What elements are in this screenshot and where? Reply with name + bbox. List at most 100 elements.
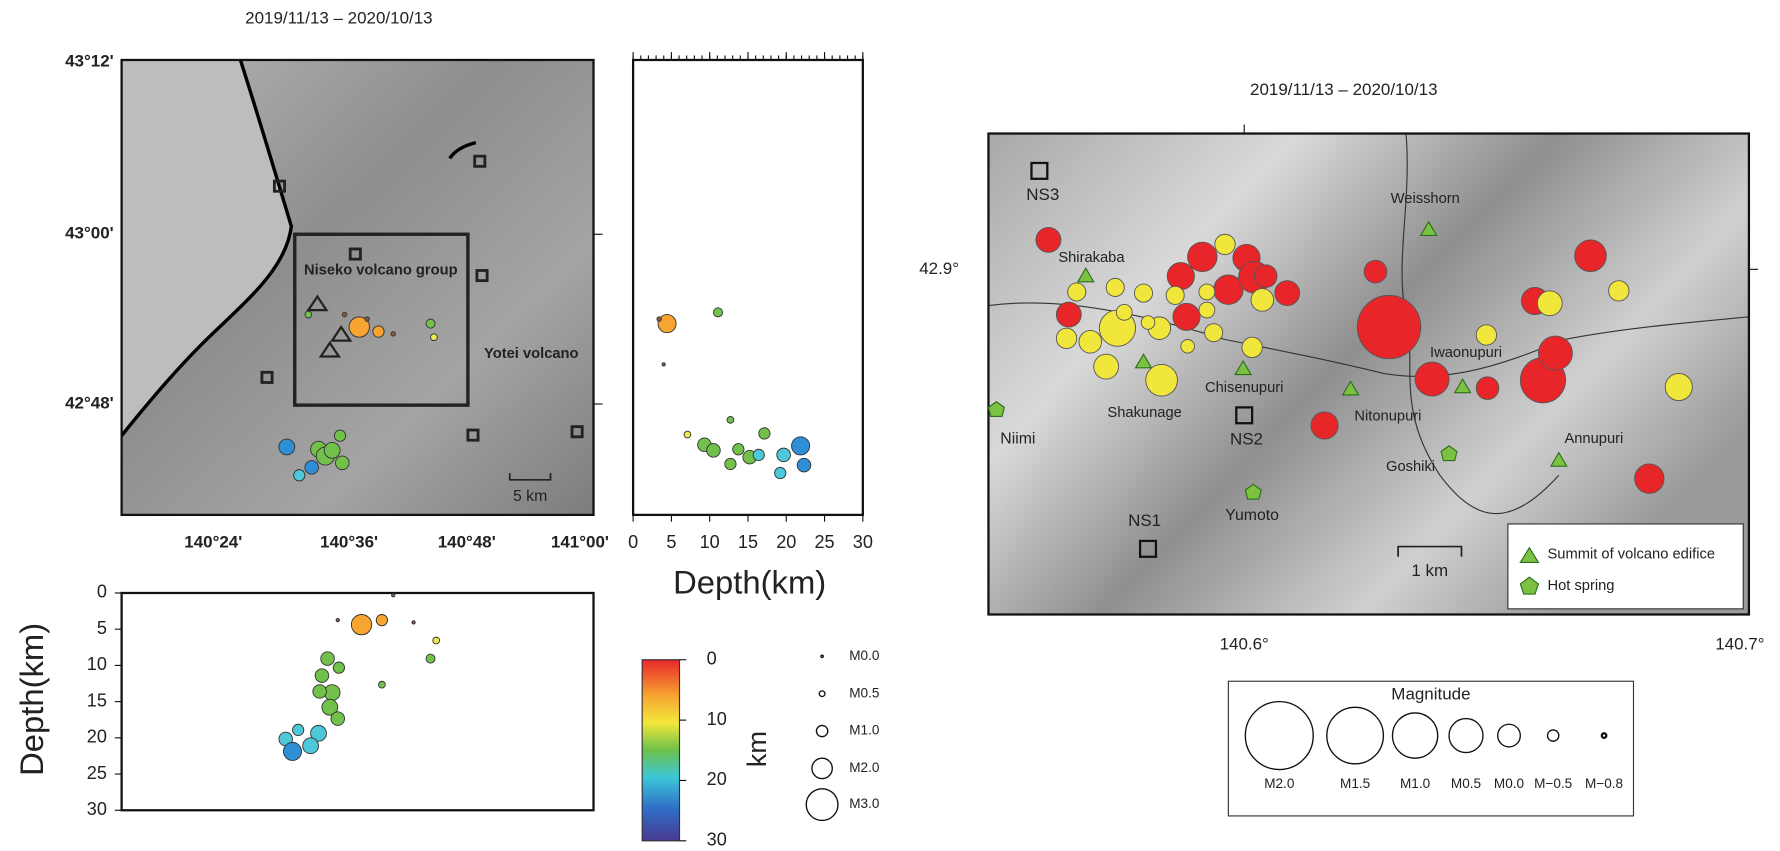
station [570,425,584,439]
event [310,724,327,742]
event [1140,315,1156,330]
y-tick-label: 15 [87,690,107,710]
station-group [260,154,584,442]
event [1274,280,1301,306]
boundary [1401,133,1560,515]
event [348,316,370,338]
legend-label: Summit of volcano edifice [1547,546,1715,562]
summit [1134,353,1153,369]
event [321,698,339,716]
event [774,466,787,480]
x-tick-label: 15 [738,532,758,552]
event [1608,280,1630,302]
right-map-frame [987,132,1751,616]
event [1067,282,1087,302]
y-tick-label: 20 [87,727,107,747]
label: NS1 [1128,511,1161,530]
event [656,316,662,322]
event [1165,285,1185,305]
summit [1453,377,1472,394]
coastline [120,59,294,437]
event [1204,323,1224,343]
left-title: 2019/11/13 – 2020/10/13 [245,9,432,28]
event [320,651,335,666]
label: 140°36' [320,533,378,552]
label: 140°48' [438,533,496,552]
summit-group [306,294,353,358]
legend-summit [1519,546,1540,563]
label: Iwaonupuri [1430,345,1502,361]
label: Weisshorn [1391,191,1460,207]
event [430,333,438,342]
y-tick-label: 5 [97,618,107,638]
event [304,460,319,475]
magnitude-title: Magnitude [1391,684,1470,703]
label: Yumoto [1225,507,1279,524]
label: 140.7° [1715,635,1764,654]
event [1105,277,1125,297]
map-label: Niseko volcano group [304,262,458,278]
summit [1419,220,1438,236]
legend-label: M−0.5 [1534,776,1572,791]
event [293,469,306,482]
event [432,636,441,645]
magnitude-legend [1227,680,1635,817]
event [391,593,396,598]
colorbar-tick-label: 20 [707,769,727,789]
colorbar [641,659,681,842]
y-tick-label: 25 [87,763,107,783]
label: Shakunage [1107,405,1181,421]
summit [1234,359,1252,376]
legend-label: M0.0 [849,648,880,663]
legend-circle [1546,729,1560,742]
x-tick-label: 0 [628,532,638,552]
hot-spring [987,401,1005,418]
event [330,711,345,726]
colorbar-tick-label: 10 [707,709,727,729]
event [332,661,345,674]
summit [318,340,342,358]
summit [1076,267,1095,283]
legend-circle [815,724,829,738]
legend-circle [1448,717,1484,754]
summit [1549,451,1568,467]
event [752,448,765,462]
event [375,614,389,627]
event [1363,259,1388,284]
colorbar-tick-label: 30 [707,830,727,850]
event [411,620,416,625]
label: Annupuri [1564,431,1623,447]
event [1310,411,1339,440]
event [1253,264,1278,288]
scale-bar [508,473,552,481]
event [724,457,737,471]
event [335,617,340,623]
event [758,427,771,440]
label: 140.6° [1220,635,1269,654]
summit [329,325,353,342]
map-label: Yotei volcano [484,346,579,362]
label: 141°00' [551,533,609,552]
label: Goshiki [1386,459,1435,475]
event [1214,233,1236,256]
event [1536,290,1563,317]
event [390,331,396,337]
station [475,269,489,283]
station [1235,406,1254,425]
event [1187,241,1218,273]
event [1180,339,1195,354]
event [278,438,296,456]
legend-label: M2.0 [1264,776,1295,791]
event [713,307,723,318]
legend-label: M0.5 [1451,776,1481,791]
legend-circle [1244,700,1314,771]
study-area-box [293,232,470,407]
event [335,455,350,471]
legend-circle [820,654,824,659]
event [1166,262,1195,291]
left-map-frame [120,58,595,517]
legend-circle [1326,706,1385,765]
y-tick-label: 0 [97,582,107,602]
event [314,668,330,683]
legend-label: Hot spring [1547,578,1614,594]
